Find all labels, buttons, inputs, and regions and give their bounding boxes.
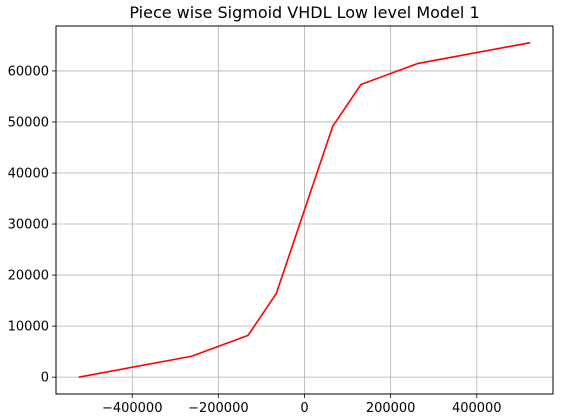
y-tick-label: 0 bbox=[41, 371, 49, 386]
x-tick-label: −200000 bbox=[188, 401, 249, 416]
x-tick-label: 0 bbox=[300, 401, 308, 416]
ticks-group: −400000 −200000 0 200000 400000 0 10000 20000 30… bbox=[8, 64, 502, 416]
x-tick-label: 400000 bbox=[452, 401, 502, 416]
y-tick-label: 40000 bbox=[8, 166, 49, 181]
x-tick-label: 200000 bbox=[366, 401, 416, 416]
chart-title: Piece wise Sigmoid VHDL Low level Model … bbox=[129, 3, 479, 22]
x-tick-label: −400000 bbox=[102, 401, 163, 416]
series-line bbox=[78, 41, 531, 378]
series-group bbox=[78, 41, 531, 378]
y-tick-label: 20000 bbox=[8, 269, 49, 284]
y-tick-label: 50000 bbox=[8, 115, 49, 130]
y-tick-label: 30000 bbox=[8, 218, 49, 233]
y-tick-label: 60000 bbox=[8, 64, 49, 79]
y-tick-label: 10000 bbox=[8, 320, 49, 335]
plot-frame bbox=[55, 25, 554, 395]
